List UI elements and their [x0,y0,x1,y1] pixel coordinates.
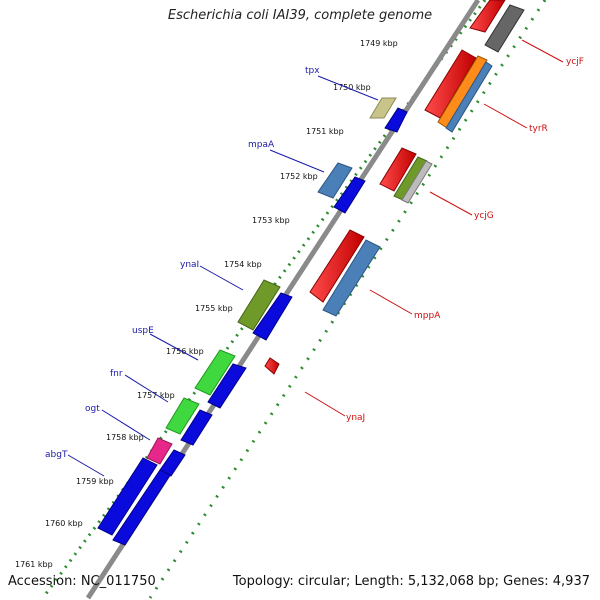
kbp-tick-label: 1760 kbp [45,519,83,528]
gene-mppA-block [309,229,365,303]
leader-fnr [124,374,169,403]
gene-label-mpaA: mpaA [248,140,275,150]
gene-tyrR-blue [445,61,493,133]
right-gene-labels: ycjF tyrR ycjG mppA ynaJ [346,57,584,423]
gene-abgT-block [97,457,158,536]
leader-ynaI [199,265,244,291]
gene-label-ynaJ: ynaJ [346,413,365,423]
left-gene-labels: tpx mpaA ynaI uspE fnr ogt abgT [45,66,320,460]
right-label-leaders [304,39,564,417]
leader-abgT [67,454,105,477]
left-label-leaders [67,75,379,477]
genome-title: Escherichia coli IAI39, complete genome [167,8,433,23]
kbp-tick-label: 1753 kbp [252,216,290,225]
gene-label-fnr: fnr [110,369,123,379]
kbp-tick-label: 1756 kbp [166,347,204,356]
leader-ynaJ [304,391,346,417]
gene-tyrR-block [424,49,477,119]
kbp-tick-label: 1750 kbp [333,83,371,92]
leader-ycjG [429,191,473,216]
genome-summary: Topology: circular; Length: 5,132,068 bp… [232,574,590,589]
leader-tpx [317,75,379,101]
gene-mpaA-arrow [333,176,366,214]
gene-mpaA-block [317,162,353,199]
kbp-tick-label: 1755 kbp [195,304,233,313]
left-gene-blocks [97,97,408,546]
kbp-tick-label: 1751 kbp [306,127,344,136]
gene-ycjG-block [379,147,417,192]
leader-ogt [101,409,151,441]
gene-ycjF-gray [484,4,525,53]
kbp-tick-label: 1757 kbp [137,391,175,400]
gene-uspE-arrow [207,363,247,409]
gene-label-mppA: mppA [414,311,441,321]
kbp-tick-label: 1758 kbp [106,433,144,442]
gene-fnr-block [165,397,200,435]
gene-label-abgT: abgT [45,450,68,460]
gene-label-ycjG: ycjG [474,211,494,221]
gene-label-tpx: tpx [305,66,320,76]
gene-label-ynaI: ynaI [180,260,199,270]
gene-abgT-arrow [112,469,171,546]
kbp-tick-label: 1749 kbp [360,39,398,48]
gene-fnr-arrow [180,409,213,446]
kbp-tick-label: 1761 kbp [15,560,53,569]
gene-tpx-block [369,97,397,119]
gene-ynaI-arrow [252,292,293,341]
kbp-ticks: 1749 kbp 1750 kbp 1751 kbp 1752 kbp 1753… [15,39,398,569]
kbp-tick-label: 1754 kbp [224,260,262,269]
kbp-tick-label: 1759 kbp [76,477,114,486]
gene-label-tyrR: tyrR [529,124,548,134]
right-gene-blocks [264,0,525,375]
leader-tyrR [483,103,528,129]
gene-ycjF-block [469,0,506,33]
gene-label-uspE: uspE [132,326,154,336]
kbp-tick-label: 1752 kbp [280,172,318,181]
gene-tpx-arrow [384,107,408,133]
leader-ycjF [521,39,564,63]
leader-uspE [149,333,199,361]
accession-label: Accession: NC_011750 [8,574,156,589]
gene-mppA-blue [322,239,381,317]
leader-mpaA [269,149,325,173]
gene-uspE-block [194,349,236,396]
gene-ynaJ-block [264,357,280,375]
leader-mppA [369,289,413,315]
gene-label-ycjF: ycjF [566,57,584,67]
gene-ycjG-gray [401,160,433,204]
gene-tyrR-orange [437,55,488,129]
gene-ogt-block [146,437,173,465]
gene-ynaI-block [237,279,281,331]
gene-label-ogt: ogt [85,404,100,414]
